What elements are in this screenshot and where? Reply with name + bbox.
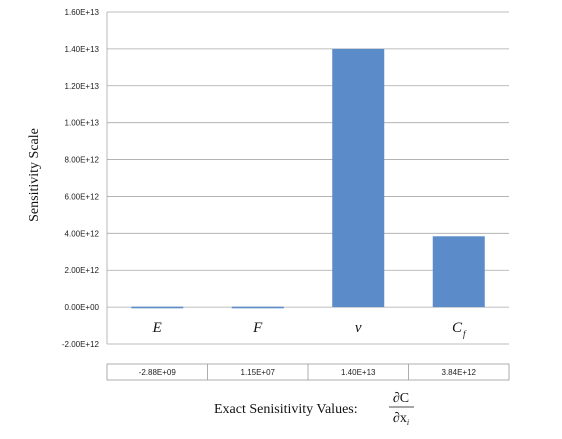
y-tick-label: 8.00E+12 <box>65 156 100 165</box>
y-tick-label: 1.20E+13 <box>65 82 100 91</box>
category-label: E <box>152 320 162 336</box>
y-tick-label: 1.60E+13 <box>65 8 100 17</box>
category-label: F <box>252 320 263 336</box>
bar <box>432 236 485 308</box>
x-caption: Exact Senisitivity Values: ∂C ∂xi <box>214 391 414 427</box>
y-tick-label: 1.00E+13 <box>65 119 100 128</box>
y-axis-label: Sensitivity Scale <box>27 128 42 222</box>
bar <box>231 306 284 309</box>
y-tick-label: 6.00E+12 <box>65 192 100 201</box>
value-table-cell: 1.40E+13 <box>341 368 376 377</box>
y-tick-label: 4.00E+12 <box>65 229 100 238</box>
formula-denominator: ∂xi <box>393 411 409 427</box>
bar <box>131 306 184 309</box>
gridlines <box>106 11 509 345</box>
bars <box>131 48 485 309</box>
value-table-cell: 3.84E+12 <box>442 368 477 377</box>
y-tick-labels: 1.60E+13 1.40E+13 1.20E+13 1.00E+13 8.00E+12… <box>62 8 100 349</box>
y-tick-label: 1.40E+13 <box>65 45 100 54</box>
category-label: ν <box>355 320 362 336</box>
value-table-cell: -2.88E+09 <box>139 368 177 377</box>
bar <box>332 48 385 308</box>
y-tick-label: 2.00E+12 <box>65 266 100 275</box>
formula-numerator: ∂C <box>393 391 409 406</box>
formula-denominator-base: ∂x <box>393 411 407 426</box>
formula-denominator-subscript: i <box>407 418 409 427</box>
x-caption-text: Exact Senisitivity Values: <box>214 402 358 417</box>
y-tick-label: -2.00E+12 <box>62 340 100 349</box>
y-tick-label: 0.00E+00 <box>65 303 100 312</box>
category-label: Cf <box>452 320 467 339</box>
value-table: -2.88E+09 1.15E+07 1.40E+13 3.84E+12 <box>106 363 510 381</box>
value-table-cell: 1.15E+07 <box>241 368 276 377</box>
